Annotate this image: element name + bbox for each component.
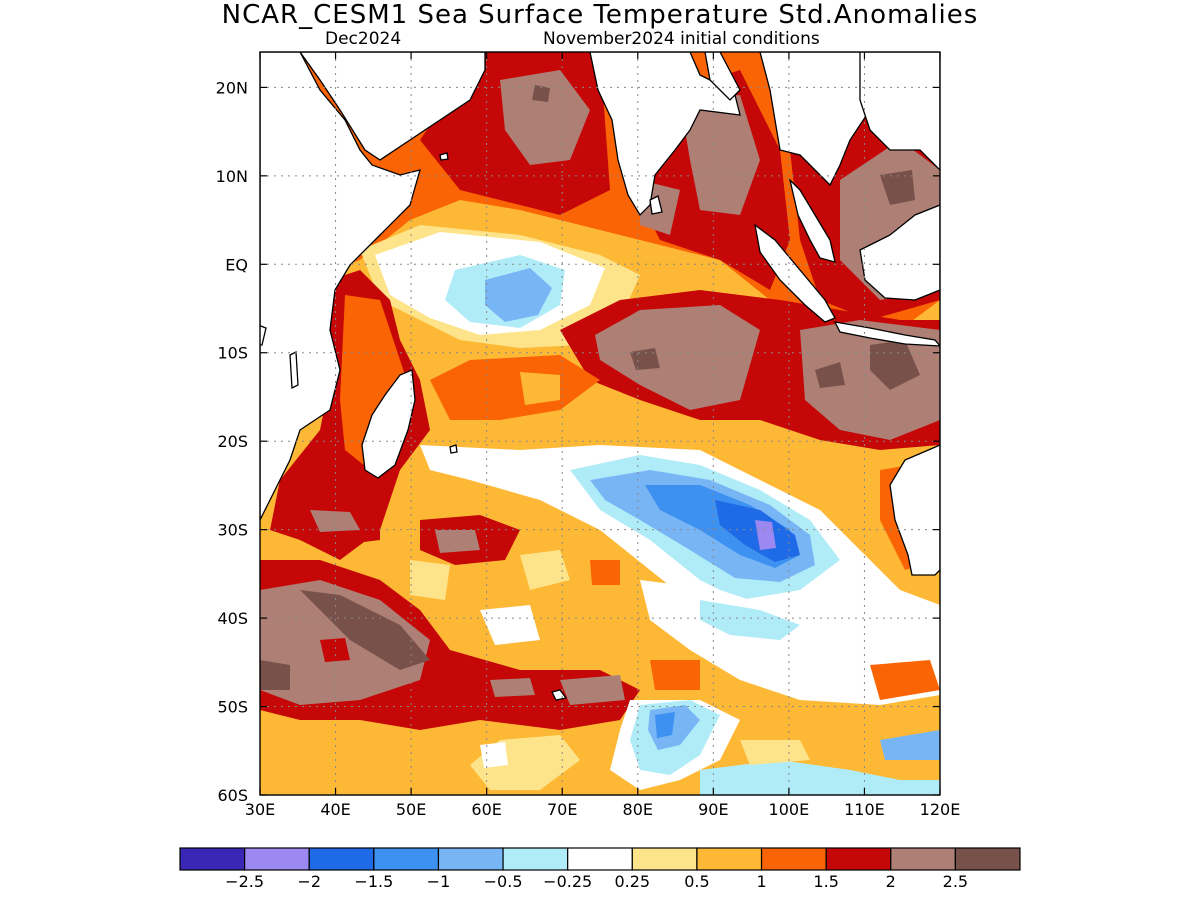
colorbar-label: −2.5 [225,872,264,891]
colorbar-label: 2 [886,872,896,891]
colorbar-swatch [567,847,633,871]
lat-label: 40S [217,609,248,628]
lon-label: 110E [844,800,885,819]
colorbar-label: 1.5 [813,872,838,891]
lon-label: 50E [396,800,426,819]
lat-label: 50S [217,698,248,717]
map-frame [259,51,941,796]
lat-label: 60S [217,786,248,805]
lat-label: 10S [217,344,248,363]
colorbar-swatch [890,847,956,871]
colorbar-label: 1 [756,872,766,891]
colorbar-labels: −2.5 −2 −1.5 −1 −0.5 −0.25 0.25 0.5 1 1.5 2 2.5 [225,872,968,891]
colorbar-swatch [373,847,440,871]
lon-label: 60E [471,800,501,819]
colorbar-label: −0.5 [484,872,523,891]
lon-label: 40E [320,800,350,819]
latitude-labels: 20N 10N EQ 10S 20S 30S 40S 50S 60S [216,78,248,805]
colorbar-swatch [631,847,698,871]
lon-label: 90E [698,800,728,819]
colorbar-swatch [437,847,504,871]
lat-label: EQ [225,255,248,274]
graticule [260,52,940,795]
colorbar [179,847,1021,871]
longitude-labels: 30E 40E 50E 60E 70E 80E 90E 100E 110E 120E [245,800,961,819]
colorbar-label: −2 [297,872,321,891]
forecast-month: Dec2024 [325,29,402,49]
map-title: NCAR_CESM1 Sea Surface Temperature Std.A… [221,0,979,30]
lat-label: 20S [217,432,248,451]
colorbar-label: −1.5 [354,872,393,891]
lon-label: 120E [920,800,961,819]
axis-ticks [259,52,941,796]
colorbar-swatch [179,847,246,871]
colorbar-swatch [696,847,763,871]
colorbar-swatch [308,847,375,871]
anomaly-field [260,52,940,795]
lat-label: 30S [217,521,248,540]
lon-label: 30E [245,800,275,819]
colorbar-swatch [760,847,827,871]
lat-label: 20N [216,78,248,97]
lon-label: 80E [623,800,653,819]
colorbar-label: 2.5 [943,872,968,891]
colorbar-label: −1 [427,872,451,891]
coastline-land [260,52,940,701]
colorbar-swatch [825,847,892,871]
colorbar-swatch [954,847,1021,871]
initial-conditions: November2024 initial conditions [543,29,820,49]
colorbar-label: 0.25 [614,872,650,891]
colorbar-swatch [502,847,569,871]
lon-label: 100E [769,800,810,819]
colorbar-label: −0.25 [543,872,592,891]
colorbar-label: 0.5 [684,872,709,891]
colorbar-swatch [244,847,310,871]
lat-label: 10N [216,167,248,186]
lon-label: 70E [547,800,577,819]
